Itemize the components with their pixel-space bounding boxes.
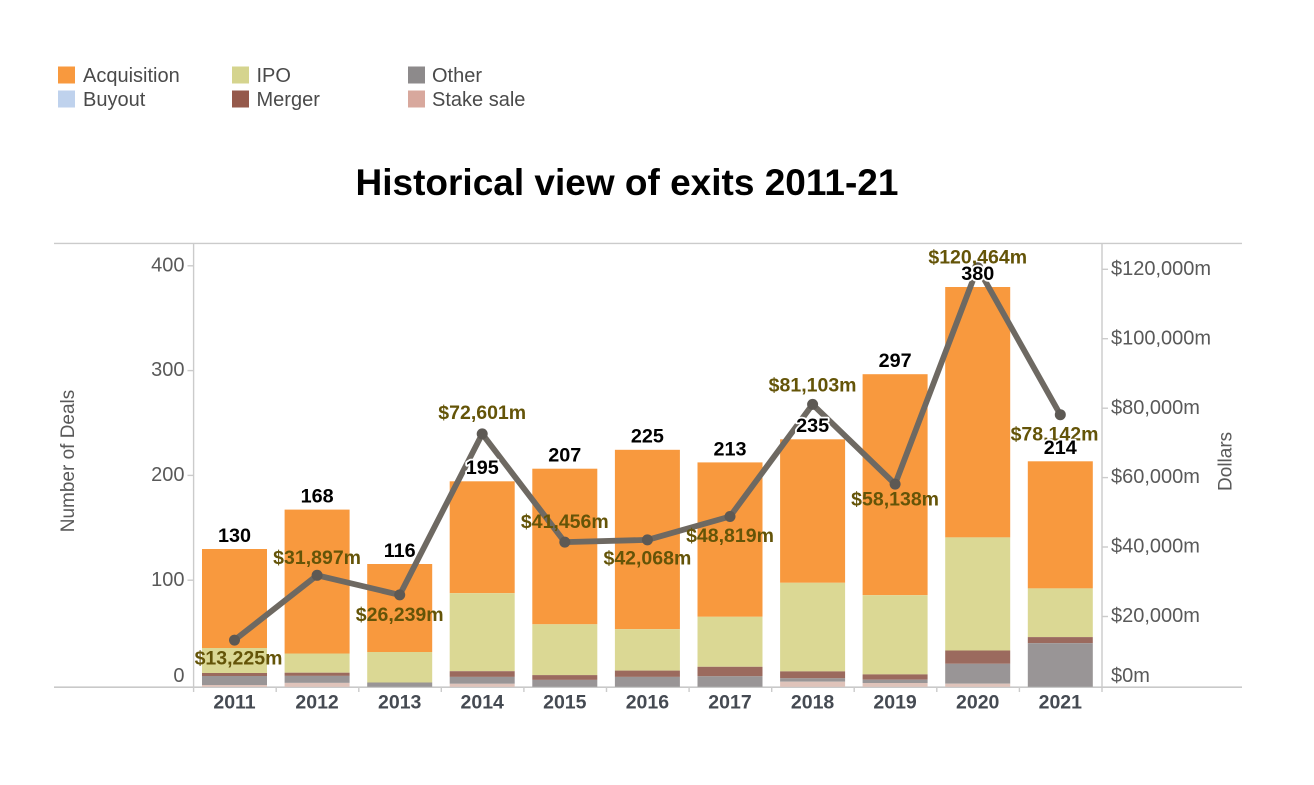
svg-text:213: 213 bbox=[713, 438, 746, 460]
svg-text:IPO: IPO bbox=[257, 65, 291, 87]
svg-text:$100,000m: $100,000m bbox=[1111, 327, 1211, 349]
svg-text:Buyout: Buyout bbox=[83, 89, 146, 111]
svg-text:$31,897m: $31,897m bbox=[273, 547, 361, 569]
svg-text:2019: 2019 bbox=[873, 691, 917, 713]
svg-text:297: 297 bbox=[879, 350, 912, 372]
svg-text:200: 200 bbox=[151, 464, 184, 486]
svg-text:100: 100 bbox=[151, 569, 184, 591]
svg-text:$20,000m: $20,000m bbox=[1111, 605, 1200, 627]
svg-text:Other: Other bbox=[432, 65, 482, 87]
svg-text:$40,000m: $40,000m bbox=[1111, 536, 1200, 558]
svg-text:$81,103m: $81,103m bbox=[769, 375, 857, 397]
svg-text:$58,138m: $58,138m bbox=[851, 489, 939, 511]
svg-text:$42,068m: $42,068m bbox=[603, 548, 691, 570]
svg-text:116: 116 bbox=[384, 540, 416, 562]
svg-text:$26,239m: $26,239m bbox=[356, 604, 444, 626]
svg-text:Acquisition: Acquisition bbox=[83, 65, 180, 87]
svg-text:$72,601m: $72,601m bbox=[438, 402, 526, 424]
svg-text:380: 380 bbox=[961, 263, 994, 285]
svg-text:2016: 2016 bbox=[626, 691, 670, 713]
svg-text:235: 235 bbox=[796, 415, 829, 437]
svg-text:2014: 2014 bbox=[461, 691, 505, 713]
svg-text:225: 225 bbox=[631, 426, 664, 448]
svg-text:$120,000m: $120,000m bbox=[1111, 258, 1211, 280]
svg-text:2011: 2011 bbox=[213, 691, 255, 713]
svg-text:$78,142m: $78,142m bbox=[1011, 424, 1099, 446]
svg-text:$0m: $0m bbox=[1111, 665, 1150, 687]
svg-text:$120,464m: $120,464m bbox=[928, 246, 1027, 268]
svg-text:2013: 2013 bbox=[378, 691, 422, 713]
svg-text:Number of Deals: Number of Deals bbox=[58, 390, 79, 533]
svg-text:Merger: Merger bbox=[257, 89, 321, 111]
svg-text:2015: 2015 bbox=[543, 691, 587, 713]
svg-text:$80,000m: $80,000m bbox=[1111, 397, 1200, 419]
svg-text:2020: 2020 bbox=[956, 691, 1000, 713]
svg-text:0: 0 bbox=[173, 665, 184, 687]
svg-text:Dollars: Dollars bbox=[1216, 432, 1237, 491]
svg-text:2017: 2017 bbox=[708, 691, 751, 713]
svg-text:Historical view of exits 2011-: Historical view of exits 2011-21 bbox=[356, 162, 899, 203]
svg-text:195: 195 bbox=[466, 457, 499, 479]
svg-text:207: 207 bbox=[548, 445, 581, 467]
svg-text:$41,456m: $41,456m bbox=[521, 511, 609, 533]
svg-text:2012: 2012 bbox=[295, 691, 339, 713]
svg-text:$13,225m: $13,225m bbox=[195, 648, 283, 670]
svg-text:2021: 2021 bbox=[1039, 691, 1083, 713]
svg-text:2018: 2018 bbox=[791, 691, 835, 713]
svg-text:130: 130 bbox=[218, 525, 251, 547]
svg-text:Stake sale: Stake sale bbox=[432, 89, 525, 111]
svg-text:$48,819m: $48,819m bbox=[686, 525, 774, 547]
svg-text:400: 400 bbox=[151, 254, 184, 276]
svg-text:168: 168 bbox=[301, 486, 334, 508]
svg-text:$60,000m: $60,000m bbox=[1111, 466, 1200, 488]
svg-text:300: 300 bbox=[151, 359, 184, 381]
svg-text:214: 214 bbox=[1044, 437, 1077, 459]
